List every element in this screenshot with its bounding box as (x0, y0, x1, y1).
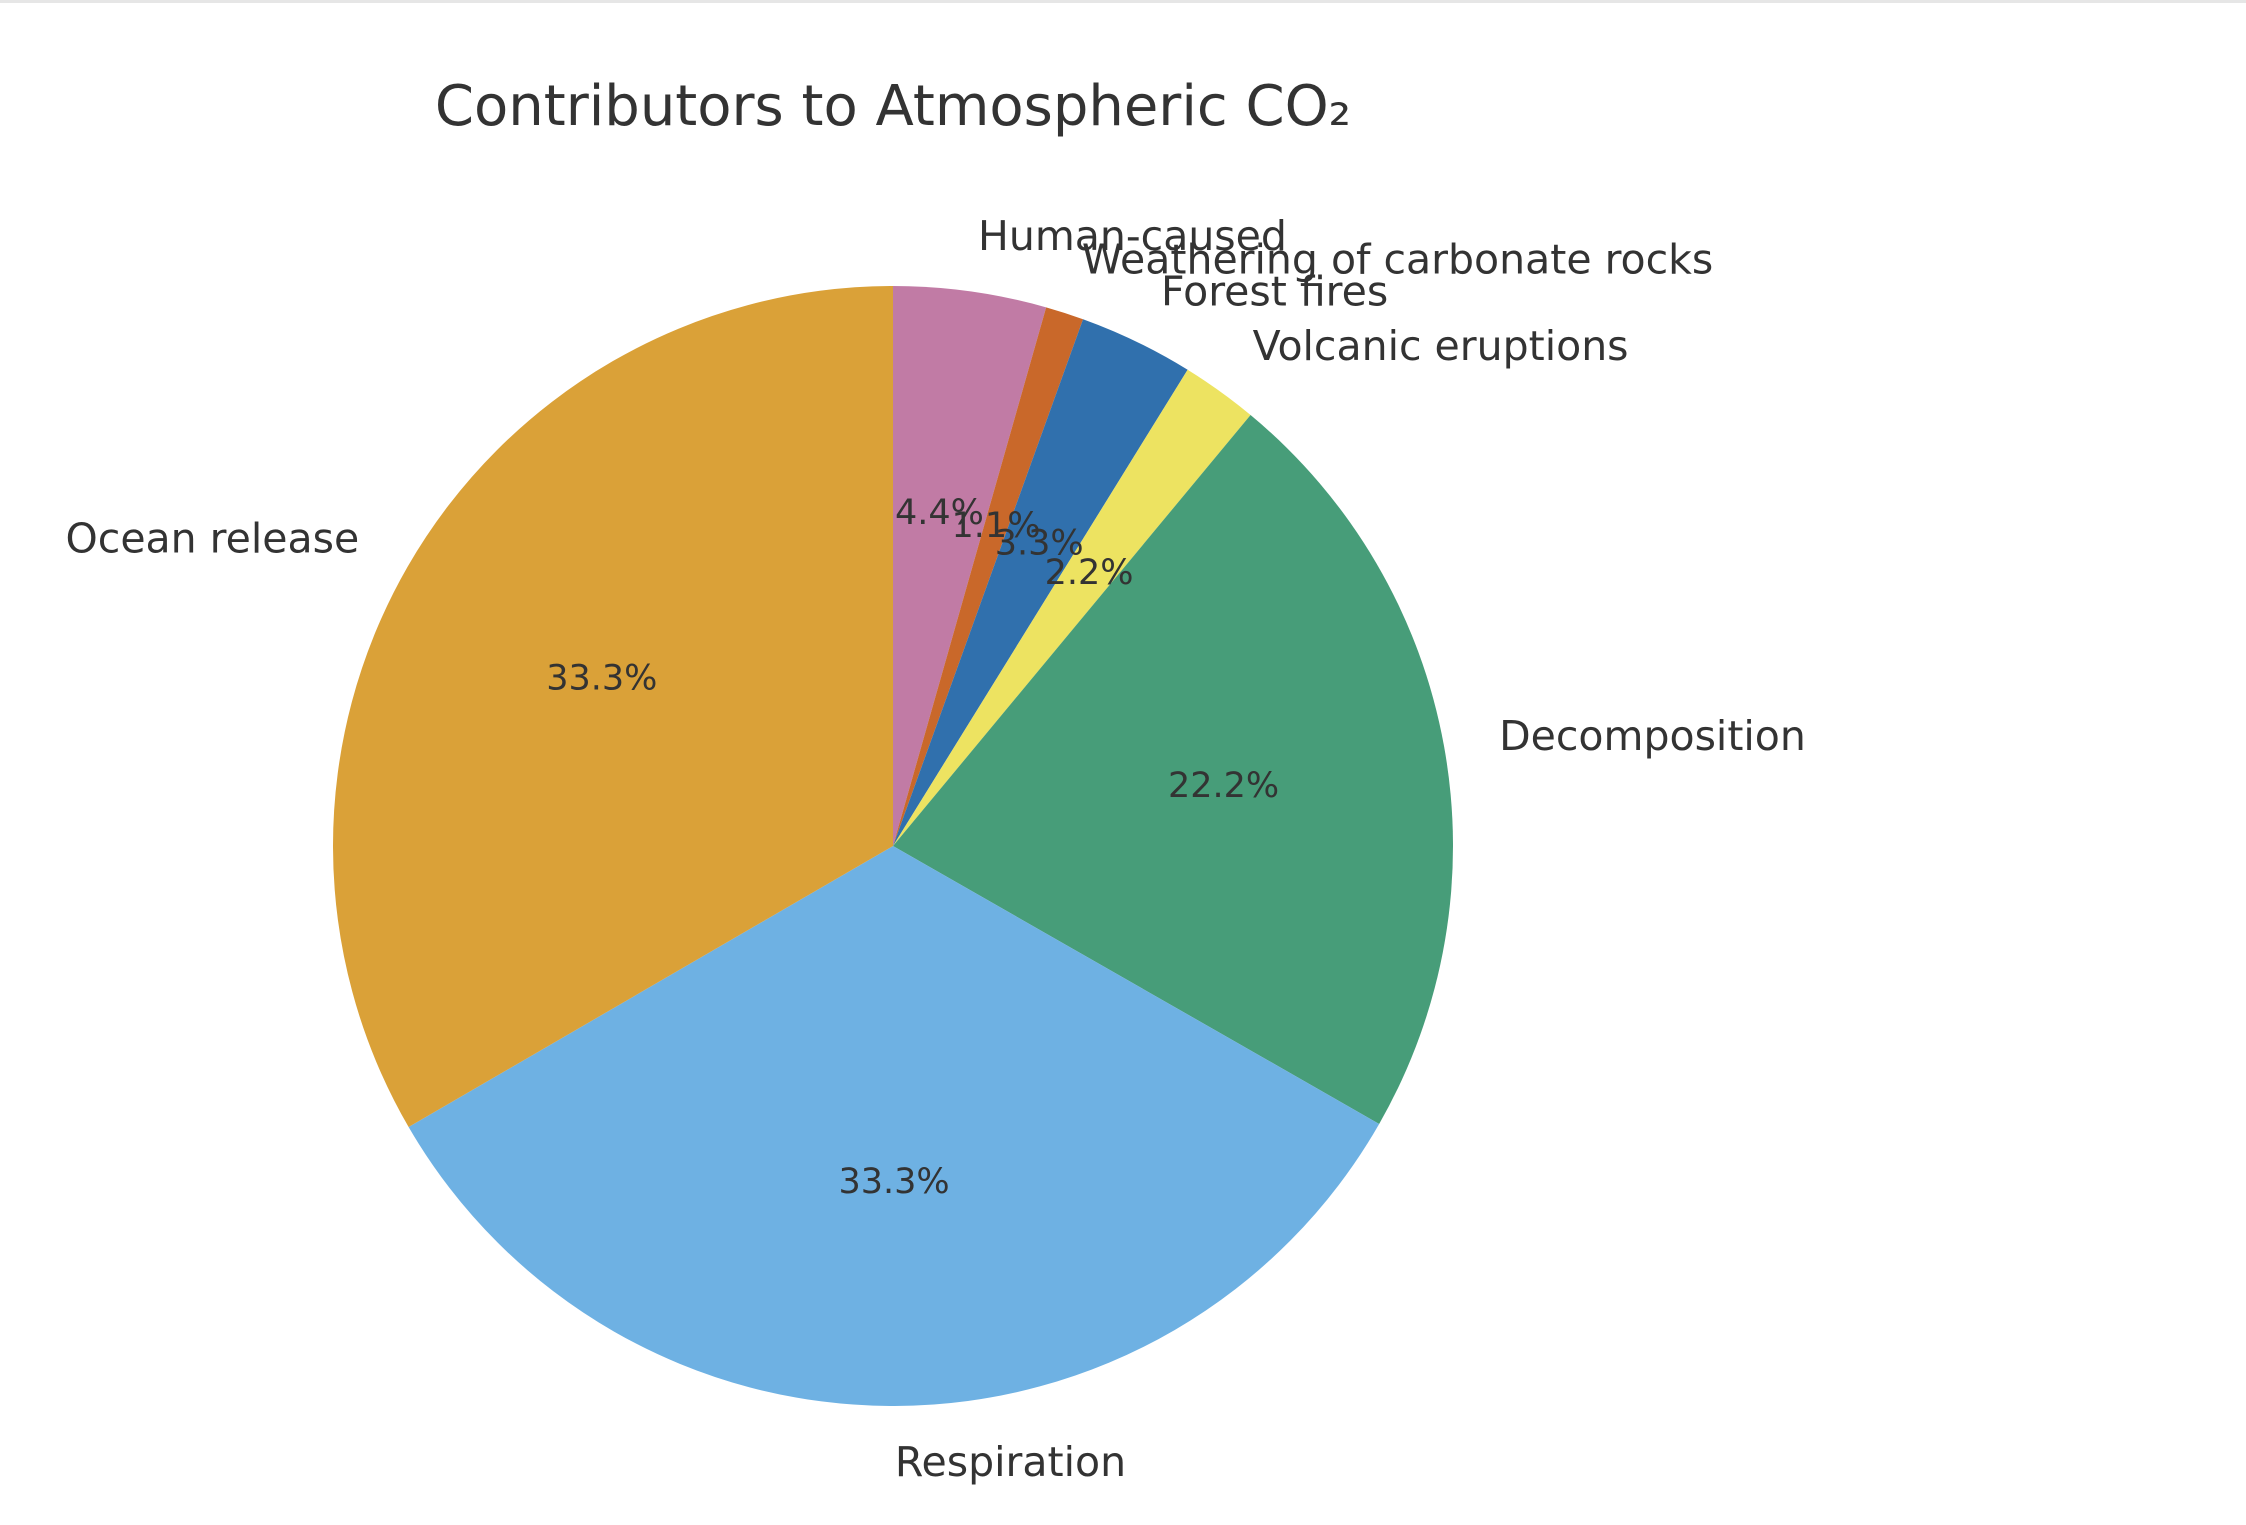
percentage-labels: 4.4%1.1%3.3%2.2% 22.2% 33.3% 33.3% (546, 493, 1279, 1202)
pie-slices (332, 286, 1453, 1407)
pct-label-decomposition: 22.2% (1168, 766, 1279, 806)
slice-label-human-caused: Human-caused (978, 212, 1287, 260)
pct-label-forest-fires: 3.3% (995, 524, 1084, 564)
pie-slice-decomposition (893, 415, 1453, 1124)
pct-label-respiration: 33.3% (839, 1162, 950, 1202)
slice-label-weathering-of-carbonate-rocks: Weathering of carbonate rocks (1082, 236, 1713, 284)
slice-label-volcanic-eruptions: Volcanic eruptions (1253, 322, 1629, 370)
pct-label-weathering-of-carbonate-rocks: 1.1% (952, 506, 1041, 546)
slice-label-ocean-release: Ocean release (66, 515, 360, 563)
top-border (0, 0, 2246, 3)
pie-slice-respiration (408, 846, 1380, 1407)
pie-slice-forest-fires (893, 319, 1188, 846)
pie-slice-volcanic-eruptions (893, 369, 1251, 846)
pct-label-human-caused: 4.4% (895, 493, 984, 533)
slice-label-forest-fires: Forest fires (1161, 267, 1388, 315)
chart-title: Contributors to Atmospheric CO₂ (435, 74, 1351, 139)
slice-label-respiration: Respiration (895, 1438, 1126, 1486)
pct-label-volcanic-eruptions: 2.2% (1045, 553, 1134, 593)
pct-label-ocean-release: 33.3% (546, 658, 657, 698)
pie-slice-weathering-of-carbonate-rocks (893, 307, 1084, 847)
pie-slice-human-caused (893, 286, 1047, 846)
slice-label-decomposition: Decomposition (1499, 712, 1806, 760)
pie-slice-ocean-release (332, 286, 893, 1128)
